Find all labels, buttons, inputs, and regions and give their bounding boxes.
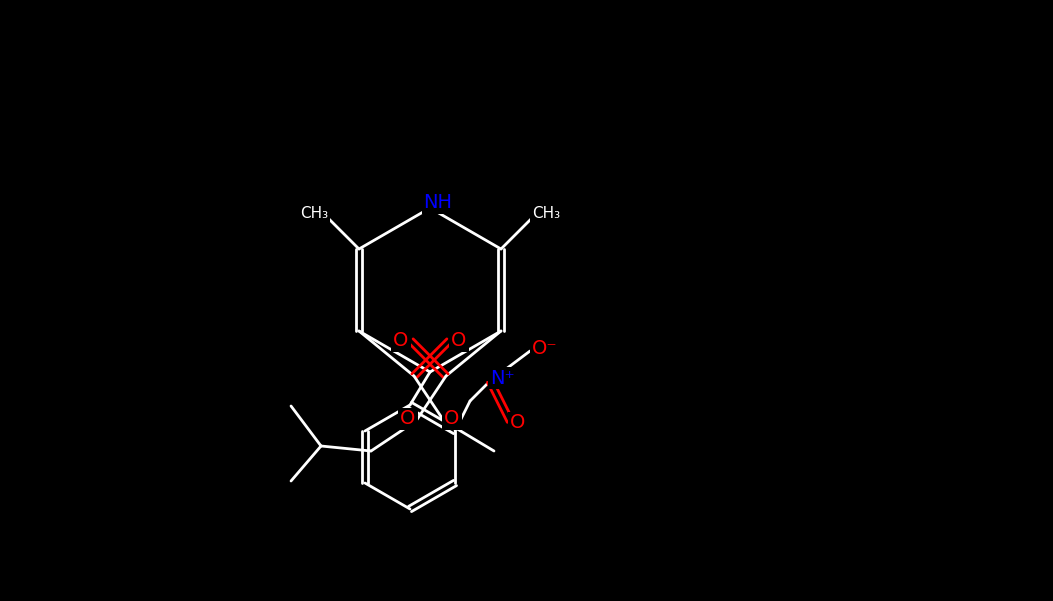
Text: NH: NH (423, 194, 453, 213)
Text: O: O (400, 409, 416, 429)
Text: CH₃: CH₃ (532, 207, 560, 222)
Text: O: O (394, 332, 409, 350)
Text: O: O (511, 413, 525, 433)
Text: O: O (452, 332, 466, 350)
Text: CH₃: CH₃ (300, 207, 329, 222)
Text: N⁺: N⁺ (490, 368, 515, 388)
Text: O⁻: O⁻ (532, 340, 558, 359)
Text: O: O (444, 409, 460, 429)
